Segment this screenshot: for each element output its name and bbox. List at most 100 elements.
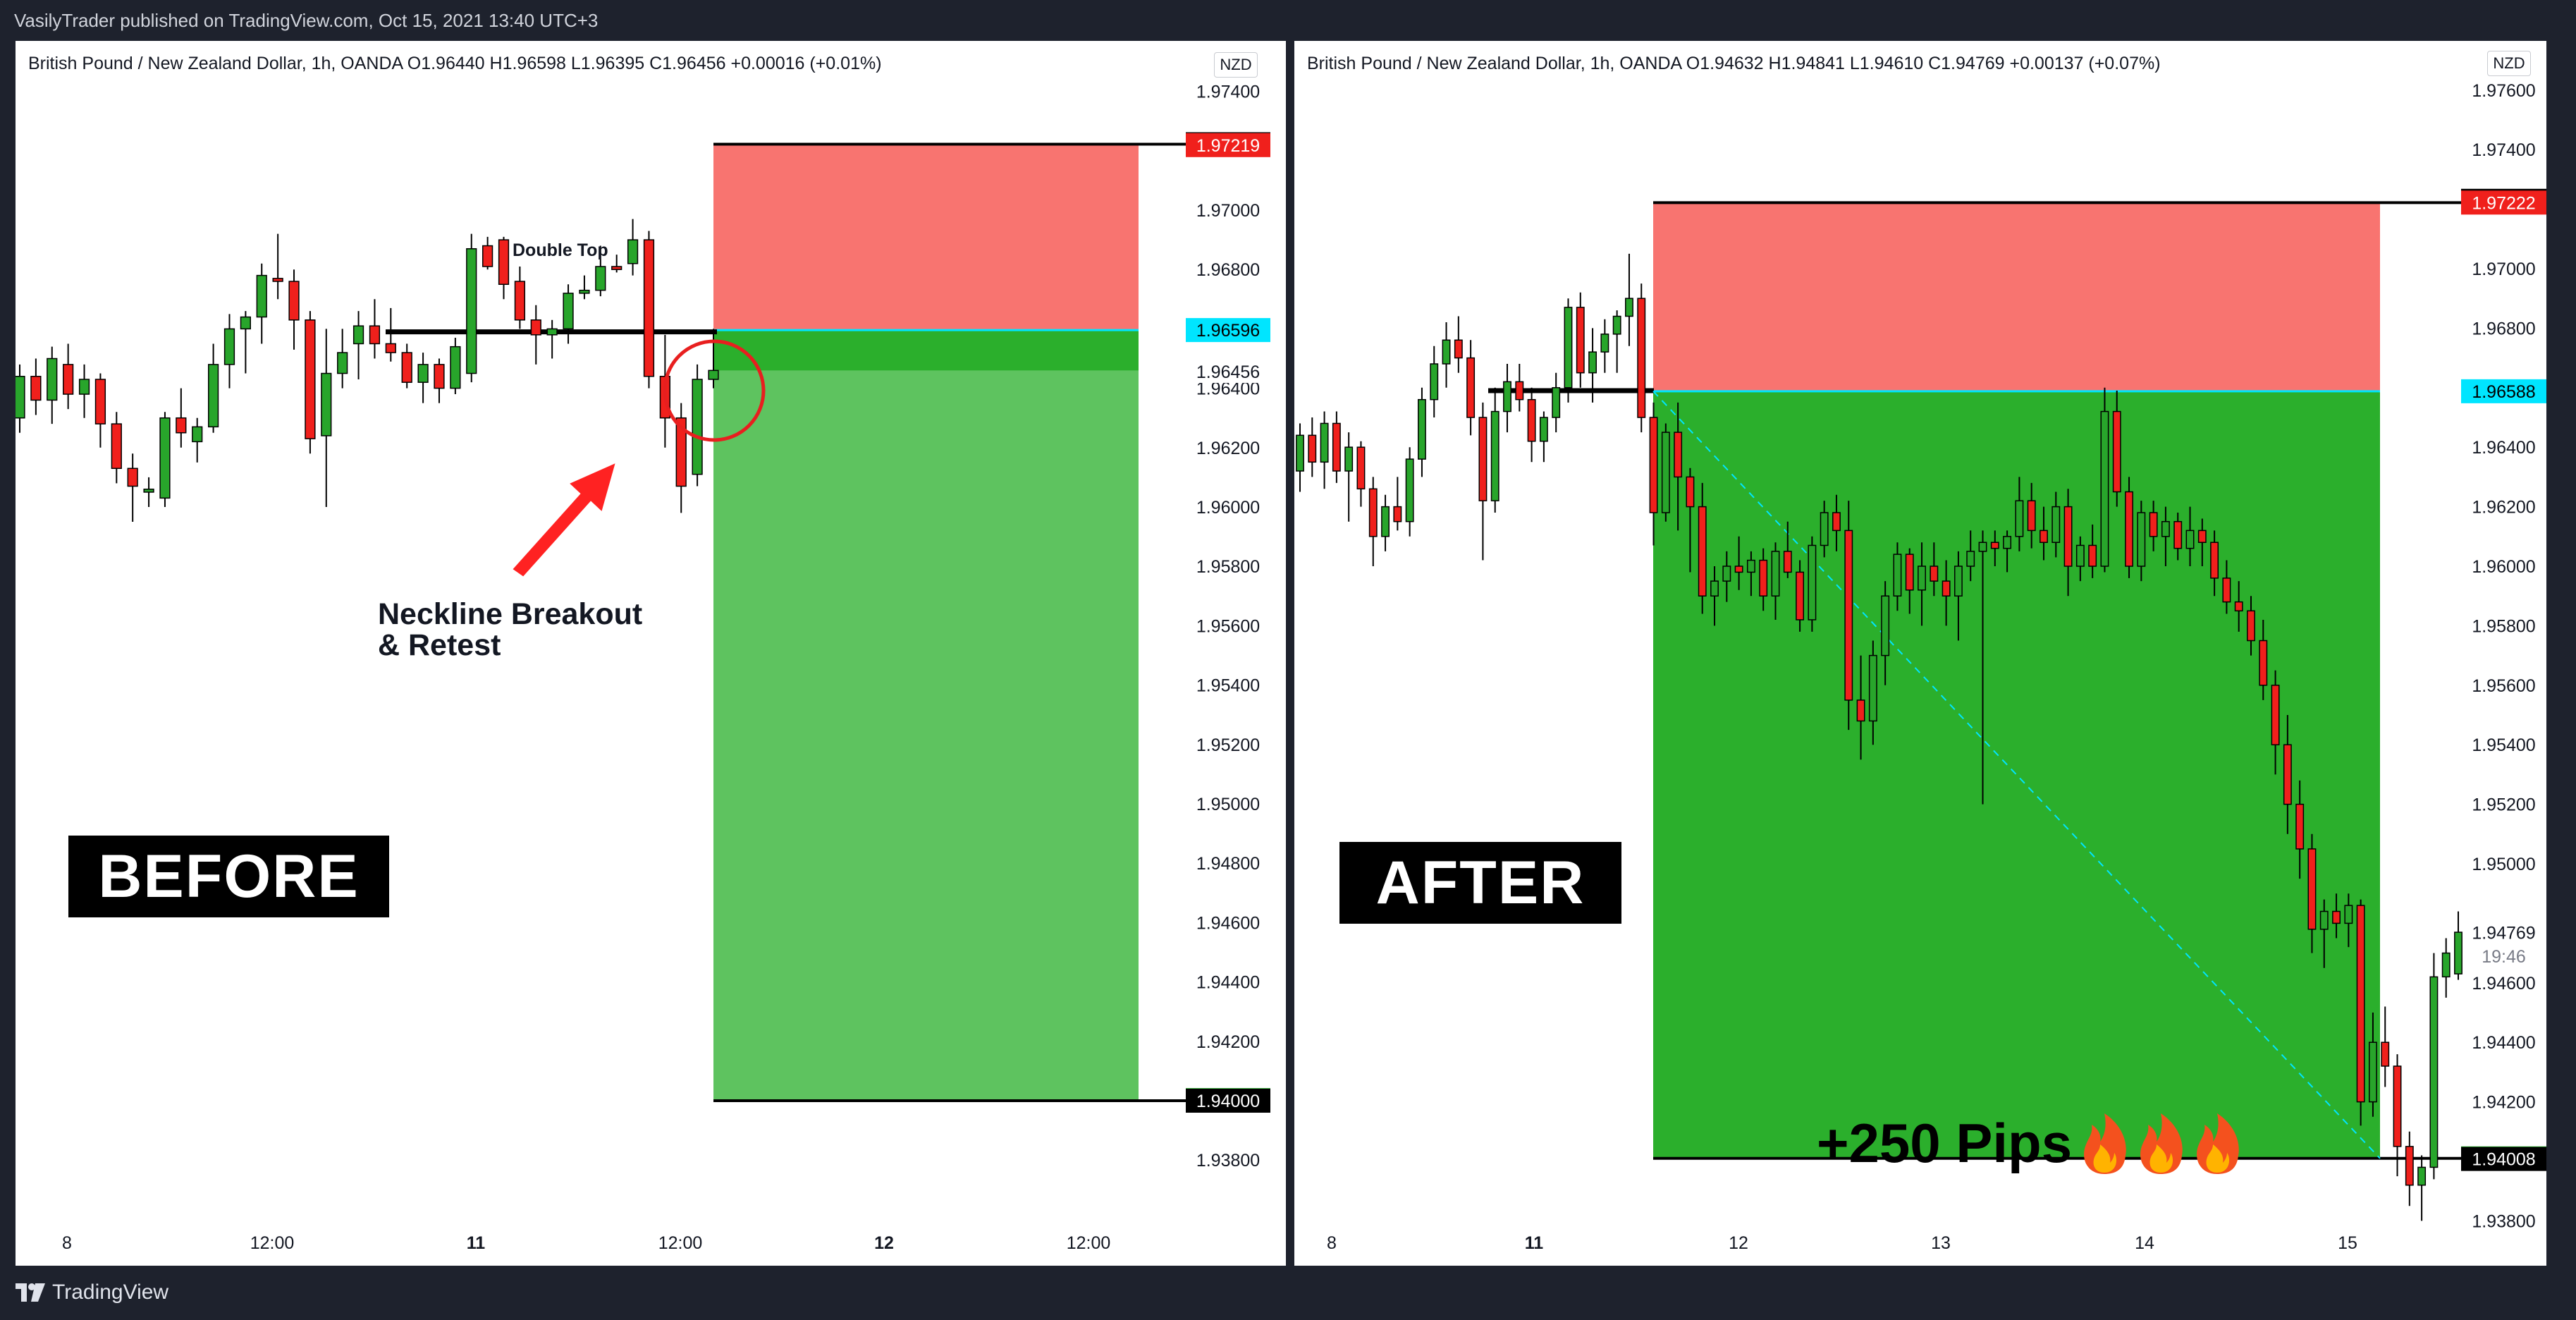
fire-icon	[2084, 1113, 2239, 1174]
candle-body	[434, 364, 445, 389]
price-label: 1.94000	[1196, 1092, 1260, 1111]
candle-body	[1320, 422, 1329, 463]
candle-body	[1600, 334, 1609, 353]
candle-body	[2259, 640, 2268, 686]
candle-body	[482, 245, 493, 267]
x-tick-label: 12:00	[658, 1233, 703, 1253]
x-tick-label: 8	[1327, 1233, 1337, 1253]
candle-body	[417, 364, 429, 383]
price-label-box	[1186, 1089, 1270, 1113]
footer-bar: TradingView	[0, 1266, 2576, 1320]
result-label: +250 Pips	[1817, 1109, 2245, 1177]
y-tick-label: 1.97600	[1196, 41, 1260, 42]
publisher-bar: VasilyTrader published on TradingView.co…	[0, 0, 2576, 41]
candle-body	[1734, 566, 1743, 573]
currency-badge[interactable]: NZD	[2487, 51, 2531, 76]
candle-body	[1893, 554, 1902, 597]
price-label-bg	[2464, 921, 2544, 944]
candle-body	[1612, 315, 1621, 335]
candle-body	[530, 319, 541, 336]
price-label: 1.94769	[2472, 923, 2535, 943]
candle-body	[1332, 422, 1341, 472]
result-pips-text: +250 Pips	[1817, 1111, 2073, 1174]
candle-body	[563, 293, 574, 330]
y-tick-label: 1.94600	[1196, 913, 1260, 933]
candle-body	[1649, 417, 1658, 513]
candle-body	[321, 372, 332, 436]
candle-body	[2125, 491, 2133, 567]
candle-body	[63, 364, 74, 395]
double-top-label: Double Top	[513, 240, 608, 260]
publisher-text: VasilyTrader published on TradingView.co…	[14, 10, 599, 31]
candle-body	[2015, 500, 2024, 537]
candle-body	[2137, 512, 2146, 567]
stop-loss-zone	[713, 144, 1139, 331]
candle-body	[2319, 910, 2329, 930]
candle-body	[2441, 952, 2451, 978]
candle-body	[127, 468, 138, 487]
candle-body	[288, 281, 300, 321]
candle-body	[514, 281, 526, 321]
candle-body	[176, 417, 187, 434]
candle-body	[2332, 910, 2341, 924]
y-tick-label: 1.94200	[2472, 1093, 2535, 1113]
candle-body	[1527, 398, 1536, 442]
candle-body	[143, 488, 154, 493]
candle-body	[111, 423, 122, 470]
candle-body	[1466, 357, 1476, 418]
candlestick-chart-after[interactable]: 1.978001.976001.974001.970001.968001.964…	[1294, 41, 2546, 1266]
chart-panel-after[interactable]: 1.978001.976001.974001.970001.968001.964…	[1294, 41, 2546, 1266]
candle-body	[1954, 566, 1963, 597]
chart-panel-before[interactable]: 1.976001.974001.970001.968001.964001.962…	[16, 41, 1286, 1266]
candle-body	[2307, 848, 2317, 930]
candle-body	[352, 325, 364, 345]
candle-body	[2454, 931, 2462, 974]
y-tick-label: 1.96800	[1196, 260, 1260, 280]
candle-body	[1942, 580, 1951, 597]
price-label-box	[1186, 318, 1270, 343]
candlestick-chart-before[interactable]: 1.976001.974001.970001.968001.964001.962…	[16, 41, 1286, 1266]
candle-body	[1686, 476, 1695, 508]
profit-progress-zone	[713, 330, 1139, 371]
candle-body	[1783, 551, 1792, 573]
candle-body	[1381, 506, 1390, 537]
candle-body	[2185, 530, 2195, 549]
y-tick-label: 1.95800	[2472, 616, 2535, 636]
candle-body	[1588, 351, 1597, 374]
y-tick-label: 1.97000	[2472, 259, 2535, 279]
candle-body	[2149, 512, 2158, 537]
candle-body	[272, 278, 283, 282]
candle-body	[2051, 506, 2061, 543]
x-tick-label: 11	[467, 1233, 486, 1253]
y-tick-label: 1.95400	[1196, 676, 1260, 696]
candle-body	[1918, 566, 1926, 591]
candle-body	[2344, 905, 2353, 924]
candle-body	[1490, 410, 1499, 501]
x-tick-label: 11	[1525, 1233, 1544, 1253]
candle-body	[2429, 976, 2439, 1168]
currency-badge[interactable]: NZD	[1214, 52, 1258, 78]
price-label-box	[1186, 133, 1270, 157]
price-label: 1.94008	[2472, 1150, 2535, 1170]
retest-circle	[663, 339, 766, 442]
candle-body	[1393, 506, 1402, 522]
take-profit-zone	[713, 330, 1139, 1101]
candle-body	[450, 346, 461, 389]
tradingview-logo[interactable]: TradingView	[16, 1278, 168, 1307]
candle-body	[1564, 307, 1573, 389]
candle-body	[2405, 1146, 2414, 1186]
y-tick-label: 1.94400	[1196, 973, 1260, 993]
y-tick-label: 1.93800	[1196, 1151, 1260, 1171]
candle-body	[1820, 512, 1829, 546]
candle-body	[369, 325, 381, 345]
price-label: 1.96596	[1196, 321, 1260, 341]
candle-body	[2197, 530, 2207, 543]
candle-body	[1308, 434, 1317, 463]
candle-body	[466, 248, 477, 374]
candle-body	[1990, 542, 1999, 549]
candle-body	[1344, 446, 1354, 472]
candle-body	[546, 328, 558, 336]
price-label: 1.97219	[1196, 136, 1260, 156]
candle-body	[2003, 536, 2012, 549]
candle-body	[595, 266, 606, 291]
